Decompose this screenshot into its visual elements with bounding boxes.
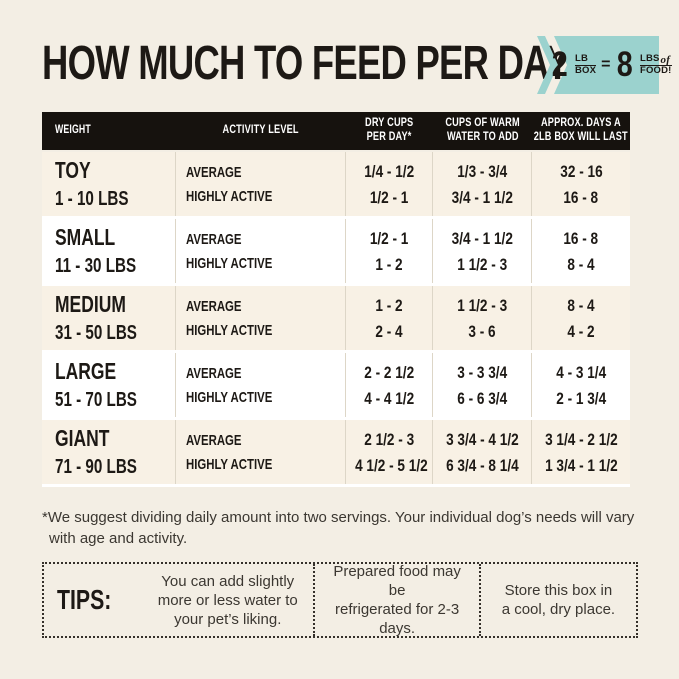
weight-cell: SMALL 11 - 30 LBS bbox=[42, 219, 176, 283]
days-cell: 8 - 4 4 - 2 bbox=[567, 295, 595, 341]
water-cell: 1 1/2 - 3 3 - 6 bbox=[433, 286, 532, 350]
size-label: GIANT bbox=[55, 425, 110, 451]
tips-box: TIPS: You can add slightly more or less … bbox=[42, 562, 638, 638]
table-row-medium: MEDIUM 31 - 50 LBS AVERAGE HIGHLY ACTIVE… bbox=[42, 286, 630, 353]
table-row-toy: TOY 1 - 10 LBS AVERAGE HIGHLY ACTIVE 1/4… bbox=[42, 152, 630, 219]
weight-range: 71 - 90 LBS bbox=[55, 456, 137, 478]
activity-cell: AVERAGE HIGHLY ACTIVE bbox=[176, 152, 346, 216]
dry-cups-cell: 2 - 2 1/2 4 - 4 1/2 bbox=[346, 353, 433, 417]
badge-qty-8: 8 bbox=[617, 45, 634, 85]
footnote-line-1: *We suggest dividing daily amount into t… bbox=[42, 509, 635, 526]
days-cell: 32 - 16 16 - 8 bbox=[559, 161, 603, 207]
days-cell: 16 - 8 8 - 4 bbox=[563, 228, 599, 274]
badge-lbs: LBS bbox=[639, 52, 660, 64]
header-activity-level: ACTIVITY LEVEL bbox=[222, 124, 300, 137]
weight-range: 1 - 10 LBS bbox=[55, 188, 129, 210]
water-cell: 1/3 - 3/4 3/4 - 1 1/2 bbox=[433, 152, 532, 216]
page-title: HOW MUCH TO FEED PER DAY bbox=[42, 40, 679, 88]
table-row-large: LARGE 51 - 70 LBS AVERAGE HIGHLY ACTIVE … bbox=[42, 353, 630, 420]
dry-cups-cell: 1/2 - 1 1 - 2 bbox=[346, 219, 433, 283]
size-label: LARGE bbox=[55, 358, 117, 384]
badge-lb: LB bbox=[574, 52, 589, 64]
tips-label-container: TIPS: bbox=[44, 564, 142, 636]
page-title-text: HOW MUCH TO FEED PER DAY bbox=[42, 37, 570, 90]
serving-footnote: *We suggest dividing daily amount into t… bbox=[42, 507, 634, 549]
tip-refrigerate: Prepared food may be refrigerated for 2-… bbox=[313, 563, 478, 637]
water-cell: 3/4 - 1 1/2 1 1/2 - 3 bbox=[433, 219, 532, 283]
tip-storage: Store this box in a cool, dry place. bbox=[478, 564, 636, 636]
weight-cell: LARGE 51 - 70 LBS bbox=[42, 353, 176, 417]
activity-cell: AVERAGE HIGHLY ACTIVE bbox=[176, 353, 346, 417]
table-row-small: SMALL 11 - 30 LBS AVERAGE HIGHLY ACTIVE … bbox=[42, 219, 630, 286]
header-weight: WEIGHT bbox=[55, 124, 91, 137]
badge-qty-2: 2 bbox=[552, 45, 569, 85]
days-cell: 3 1/4 - 2 1/2 1 3/4 - 1 1/2 bbox=[544, 429, 618, 475]
feeding-table: WEIGHT ACTIVITY LEVEL DRY CUPS PER DAY* C… bbox=[42, 112, 630, 487]
badge-food: FOOD! bbox=[639, 65, 672, 76]
badge-unit-lbs-food: LBS of FOOD! bbox=[639, 52, 672, 77]
badge-equals: = bbox=[601, 56, 611, 73]
weight-cell: MEDIUM 31 - 50 LBS bbox=[42, 286, 176, 350]
dry-cups-cell: 1 - 2 2 - 4 bbox=[346, 286, 433, 350]
size-label: SMALL bbox=[55, 224, 116, 250]
activity-cell: AVERAGE HIGHLY ACTIVE bbox=[176, 286, 346, 350]
footnote-line-2: with age and activity. bbox=[49, 530, 188, 547]
badge-content: 2 LB BOX = 8 LBS of FOOD! bbox=[552, 36, 672, 94]
header-warm-water: CUPS OF WARM WATER TO ADD bbox=[445, 117, 520, 143]
badge-unit-lb-box: LB BOX bbox=[574, 52, 597, 77]
weight-cell: GIANT 71 - 90 LBS bbox=[42, 420, 176, 484]
header-days-last: APPROX. DAYS A 2LB BOX WILL LAST bbox=[533, 117, 629, 143]
weight-range: 11 - 30 LBS bbox=[55, 255, 137, 277]
header-dry-cups: DRY CUPS PER DAY* bbox=[365, 117, 414, 143]
activity-cell: AVERAGE HIGHLY ACTIVE bbox=[176, 219, 346, 283]
activity-cell: AVERAGE HIGHLY ACTIVE bbox=[176, 420, 346, 484]
table-header-row: WEIGHT ACTIVITY LEVEL DRY CUPS PER DAY* C… bbox=[42, 112, 630, 150]
size-label: MEDIUM bbox=[55, 291, 126, 317]
table-row-giant: GIANT 71 - 90 LBS AVERAGE HIGHLY ACTIVE … bbox=[42, 420, 630, 487]
water-cell: 3 - 3 3/4 6 - 6 3/4 bbox=[433, 353, 532, 417]
badge-of-script: of bbox=[660, 54, 671, 67]
water-cell: 3 3/4 - 4 1/2 6 3/4 - 8 1/4 bbox=[433, 420, 532, 484]
weight-cell: TOY 1 - 10 LBS bbox=[42, 152, 176, 216]
badge-box: BOX bbox=[574, 65, 597, 76]
tips-label: TIPS: bbox=[57, 584, 112, 615]
dry-cups-cell: 2 1/2 - 3 4 1/2 - 5 1/2 bbox=[346, 420, 433, 484]
ribbon-banner-icon bbox=[537, 36, 659, 94]
tip-water-adjust: You can add slightly more or less water … bbox=[157, 572, 298, 628]
dry-cups-cell: 1/4 - 1/2 1/2 - 1 bbox=[346, 152, 433, 216]
weight-range: 51 - 70 LBS bbox=[55, 389, 137, 411]
days-cell: 4 - 3 1/4 2 - 1 3/4 bbox=[556, 362, 606, 408]
size-label: TOY bbox=[55, 157, 91, 183]
weight-range: 31 - 50 LBS bbox=[55, 322, 137, 344]
equivalence-badge: 2 LB BOX = 8 LBS of FOOD! bbox=[537, 36, 672, 94]
